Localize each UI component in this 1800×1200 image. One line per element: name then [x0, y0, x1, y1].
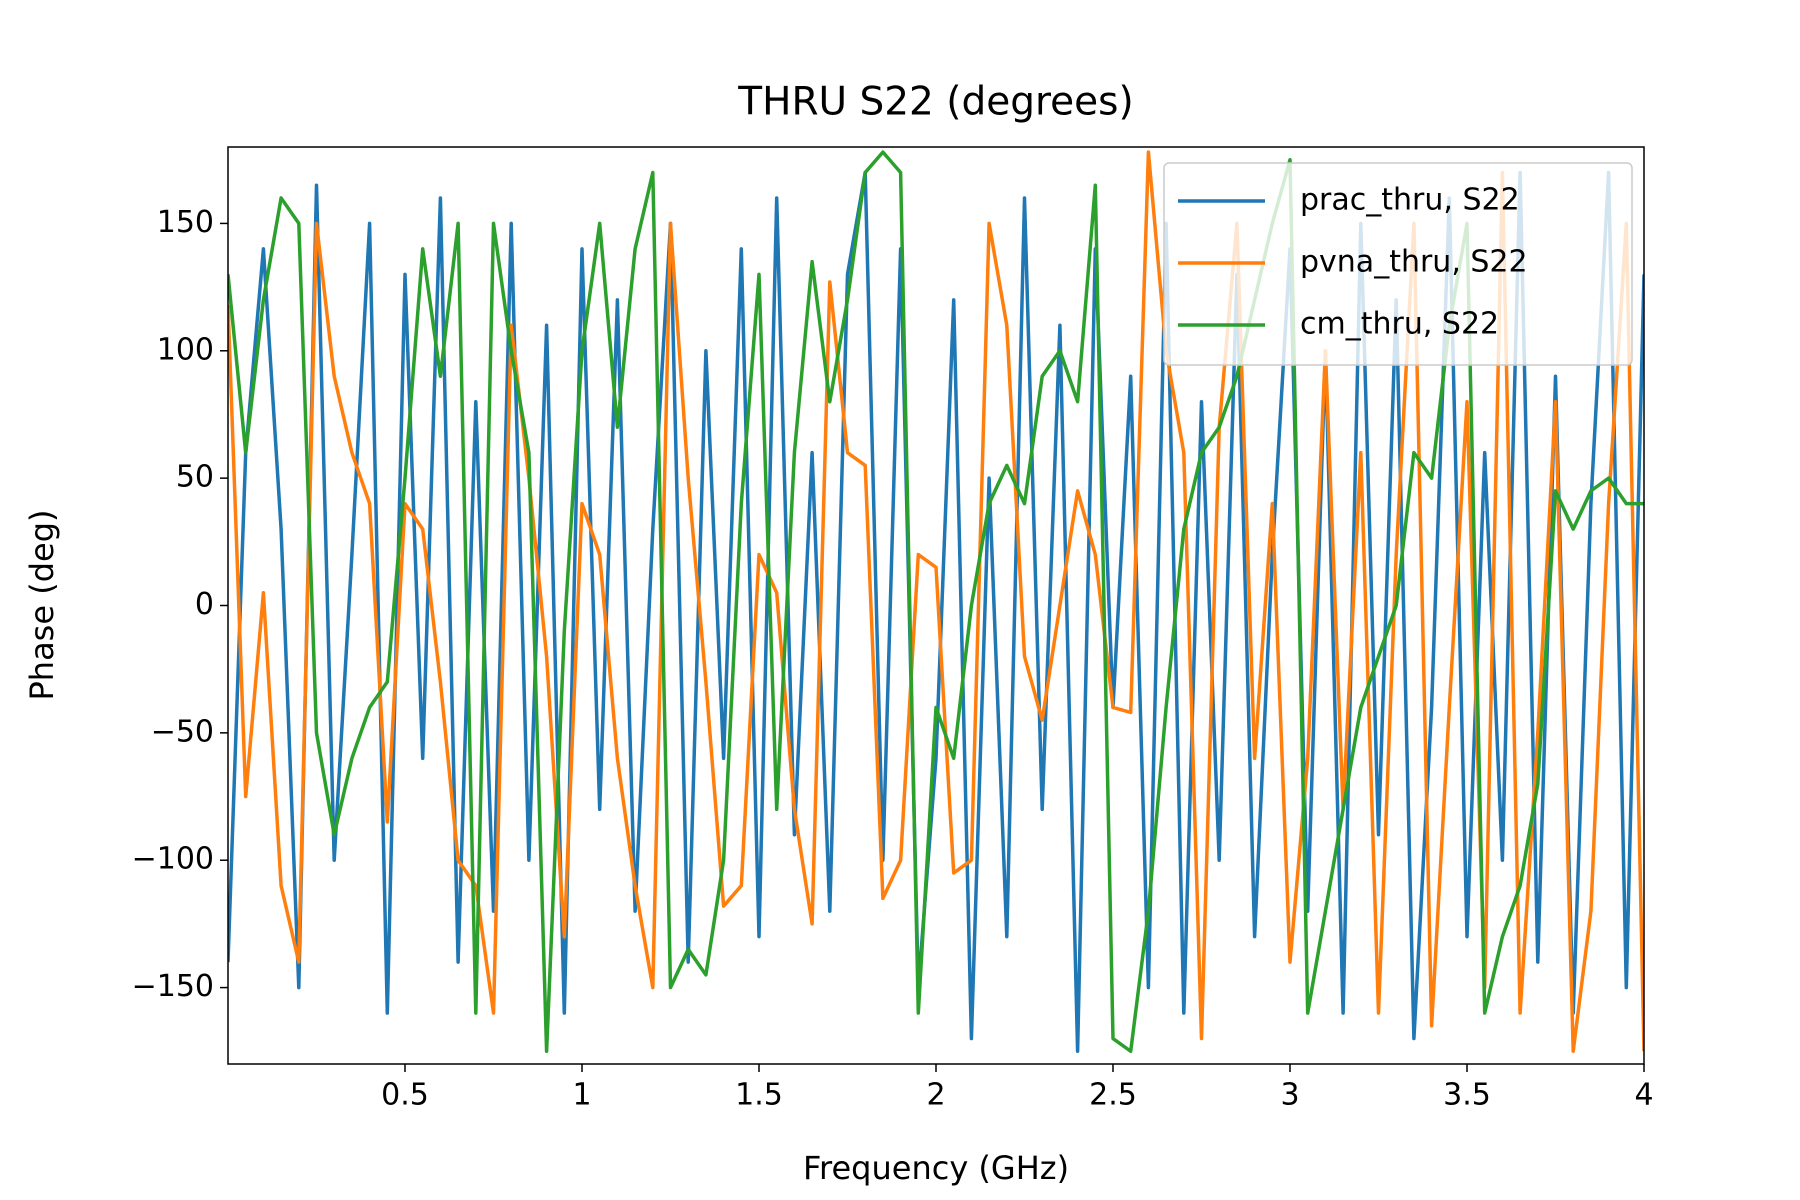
x-tick-label: 2.5 [1089, 1078, 1137, 1113]
x-tick-label: 3 [1280, 1078, 1299, 1113]
legend-box [1163, 162, 1633, 366]
y-tick-label: −100 [132, 842, 214, 877]
plot-frame [227, 146, 1645, 1065]
y-tick-label: 0 [195, 587, 214, 622]
x-tick-label: 3.5 [1443, 1078, 1491, 1113]
x-tick-label: 1 [572, 1078, 591, 1113]
y-tick-label: −150 [132, 969, 214, 1004]
series-line [228, 150, 1644, 1054]
x-tick-label: 1.5 [735, 1078, 783, 1113]
y-tick-label: −50 [151, 714, 214, 749]
chart-title: THRU S22 (degrees) [737, 80, 1133, 125]
y-tick-label: 100 [157, 332, 214, 367]
x-tick-label: 2 [926, 1078, 945, 1113]
x-axis-label: Frequency (GHz) [803, 1149, 1069, 1187]
y-tick-label: 150 [157, 205, 214, 240]
series-line [228, 170, 1644, 1054]
y-axis-label: Phase (deg) [23, 510, 61, 701]
y-tick-label: 50 [176, 460, 214, 495]
x-tick-label: 4 [1634, 1078, 1653, 1113]
legend-label: prac_thru, S22 [1300, 183, 1520, 218]
legend-label: cm_thru, S22 [1300, 307, 1499, 342]
x-tick-label: 0.5 [381, 1078, 429, 1113]
legend-label: pvna_thru, S22 [1300, 245, 1528, 280]
